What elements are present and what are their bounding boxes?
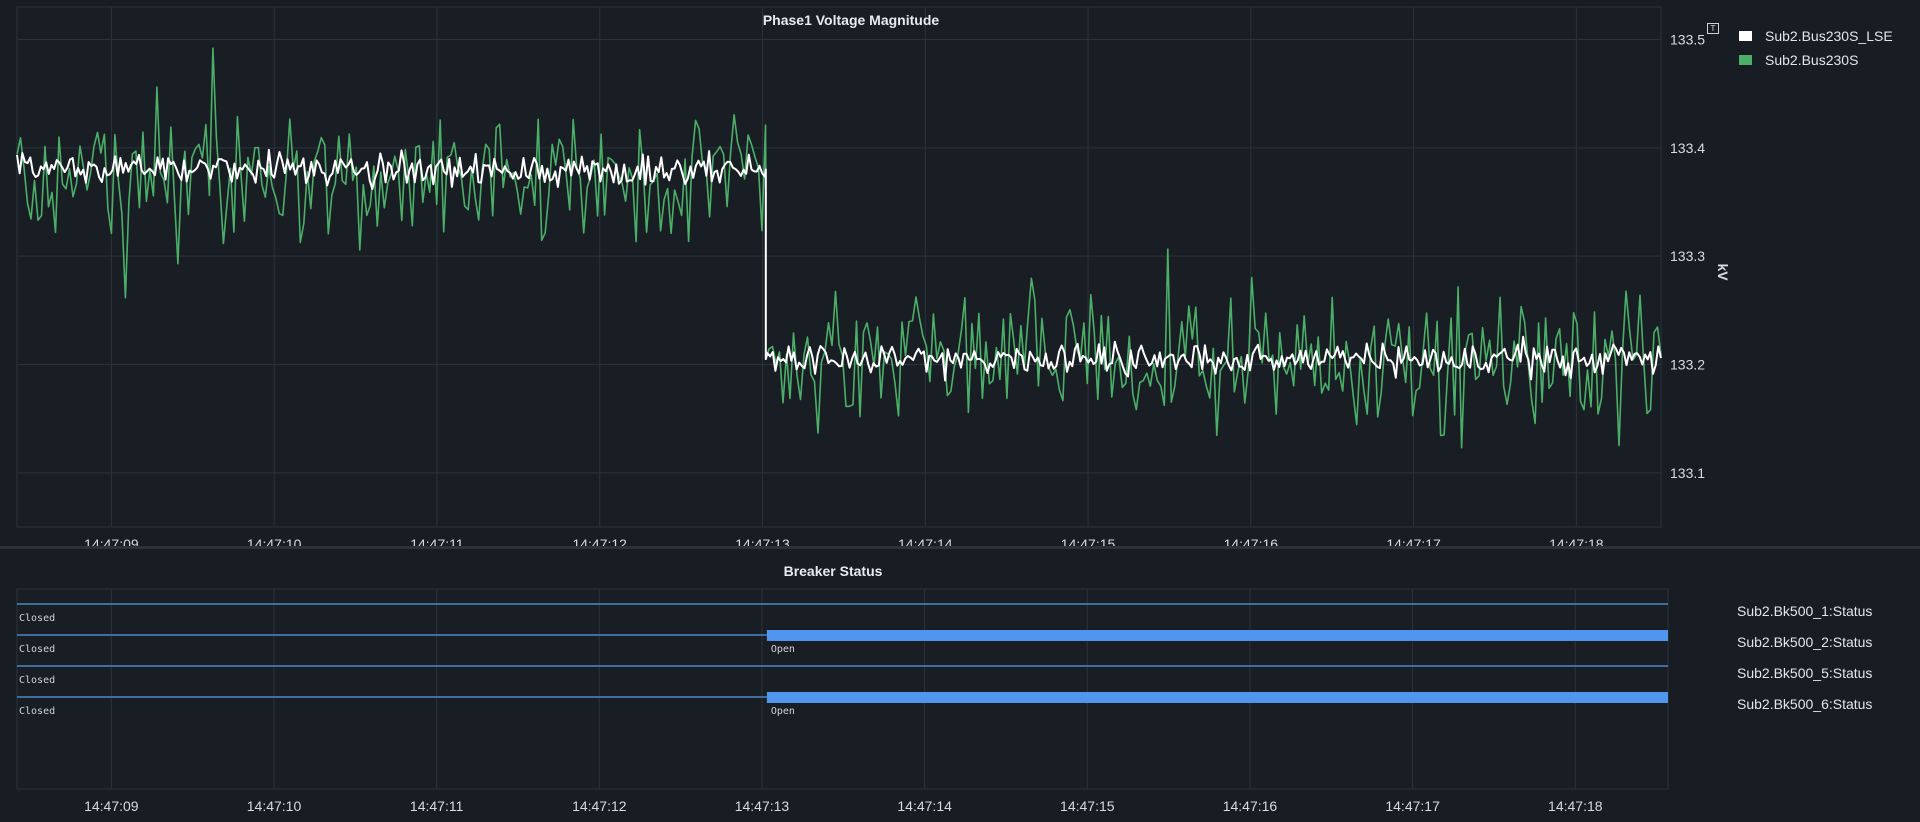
breaker-chart[interactable]: Breaker Status 14:47:09 14:47:10 14:47:11 14… xyxy=(0,549,1920,822)
x-tick-label: 14:47:13 xyxy=(735,536,790,546)
series-line-bus230s xyxy=(16,47,1662,449)
panel-divider xyxy=(0,546,1920,549)
chart-title: Phase1 Voltage Magnitude xyxy=(763,12,940,28)
state-segment-open xyxy=(766,630,1668,641)
voltage-chart-panel: 14:47:09 14:47:10 14:47:11 14:47:12 14:47:13… xyxy=(0,0,1920,546)
legend-item-lse[interactable]: Sub2.Bus230S_LSE xyxy=(1739,24,1893,48)
legend-swatch-bus xyxy=(1739,55,1752,65)
x-tick-label: 14:47:10 xyxy=(247,798,302,814)
x-tick-label: 14:47:09 xyxy=(84,536,139,546)
x-tick-label: 14:47:14 xyxy=(897,798,952,814)
x-tick-label: 14:47:17 xyxy=(1385,798,1440,814)
reset-zoom-icon[interactable]: T xyxy=(1707,23,1719,34)
y-tick-label: 133.4 xyxy=(1670,140,1705,156)
legend-label-bus: Sub2.Bus230S xyxy=(1765,52,1859,68)
state-label: Closed xyxy=(19,675,55,686)
breaker-label-1[interactable]: Sub2.Bk500_1:Status xyxy=(1737,603,1873,619)
state-label: Closed xyxy=(19,613,55,624)
legend-swatch-lse xyxy=(1739,31,1752,41)
x-tick-label: 14:47:14 xyxy=(898,536,953,546)
x-tick-label: 14:47:11 xyxy=(410,798,464,814)
x-tick-label: 14:47:16 xyxy=(1223,798,1278,814)
x-tick-label: 14:47:15 xyxy=(1060,798,1115,814)
x-tick-label: 14:47:16 xyxy=(1224,536,1279,546)
state-label: Open xyxy=(771,706,795,717)
x-tick-label: 14:47:12 xyxy=(572,536,627,546)
voltage-chart[interactable]: 14:47:09 14:47:10 14:47:11 14:47:12 14:47:13… xyxy=(0,0,1920,546)
plot-area xyxy=(16,588,1669,790)
series-line-bus230s-lse xyxy=(16,148,1662,382)
breaker-label-5[interactable]: Sub2.Bk500_5:Status xyxy=(1737,665,1873,681)
x-tick-label: 14:47:10 xyxy=(247,536,302,546)
x-tick-label: 14:47:09 xyxy=(84,798,139,814)
state-label: Closed xyxy=(19,644,55,655)
y-tick-label: 133.3 xyxy=(1670,248,1705,264)
x-tick-label: 14:47:12 xyxy=(572,798,627,814)
x-tick-label: 14:47:15 xyxy=(1061,536,1116,546)
x-tick-label: 14:47:18 xyxy=(1548,798,1603,814)
x-tick-label: 14:47:17 xyxy=(1386,536,1441,546)
state-label: Open xyxy=(771,644,795,655)
legend-item-bus[interactable]: Sub2.Bus230S xyxy=(1739,48,1893,72)
breaker-status-panel: Breaker Status 14:47:09 14:47:10 14:47:11 14… xyxy=(0,549,1920,822)
state-segment-open xyxy=(766,692,1668,703)
breaker-legend: Sub2.Bk500_1:Status Sub2.Bk500_2:Status … xyxy=(1737,601,1872,725)
breaker-label-6[interactable]: Sub2.Bk500_6:Status xyxy=(1737,696,1873,712)
breaker-label-2[interactable]: Sub2.Bk500_2:Status xyxy=(1737,634,1873,650)
y-tick-label: 133.2 xyxy=(1670,357,1705,373)
voltage-legend: Sub2.Bus230S_LSE Sub2.Bus230S xyxy=(1739,24,1893,72)
y-tick-label: 133.1 xyxy=(1670,465,1705,481)
chart-title: Breaker Status xyxy=(784,563,883,579)
y-tick-label: 133.5 xyxy=(1670,32,1705,48)
legend-label-lse: Sub2.Bus230S_LSE xyxy=(1765,28,1893,44)
y-axis-label: kV xyxy=(1715,263,1731,281)
state-label: Closed xyxy=(19,706,55,717)
plot-area xyxy=(16,6,1662,528)
x-tick-label: 14:47:18 xyxy=(1549,536,1604,546)
x-tick-label: 14:47:11 xyxy=(410,536,464,546)
x-tick-label: 14:47:13 xyxy=(735,798,790,814)
